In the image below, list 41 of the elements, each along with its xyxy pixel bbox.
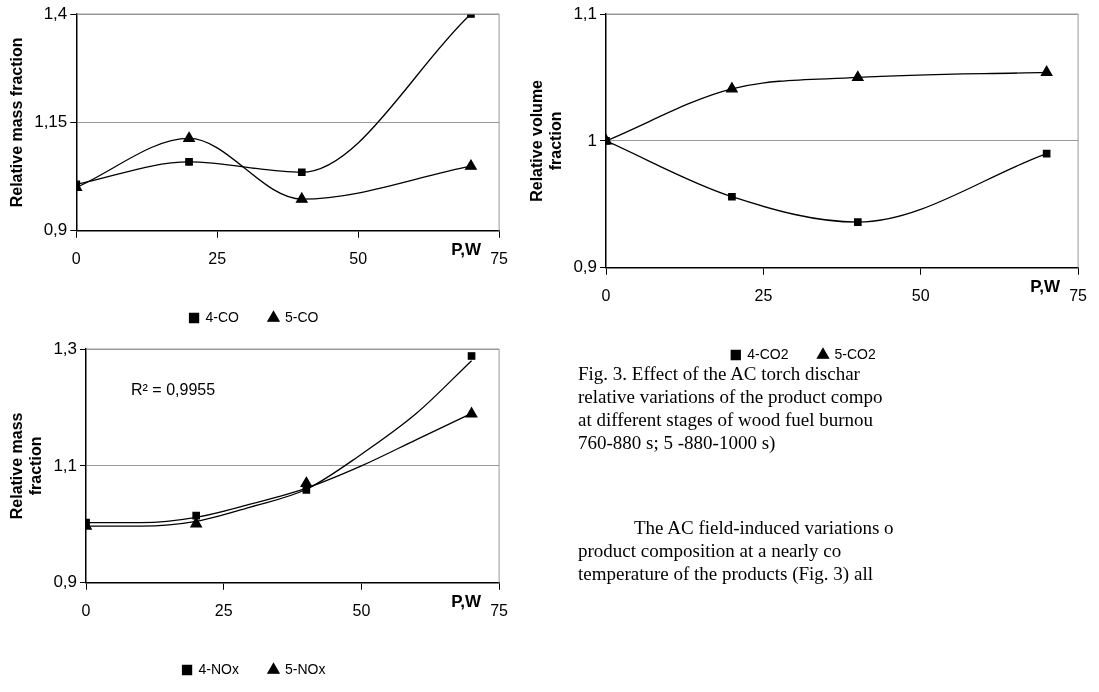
x-tick-label: 0 [601,286,611,304]
x-tick-label: 0 [71,249,81,267]
legend-label: 5-NOx [285,660,326,677]
x-tick-label: 75 [490,601,509,619]
y-tick-label: 1,4 [43,3,68,23]
y-tick-label: 1,3 [53,338,78,358]
legend-label: 5-CO2 [834,345,876,362]
y-tick-label: 1,15 [34,112,68,132]
annotation: R² = 0,9955 [131,381,216,399]
legend-label: 4-NOx [198,660,239,677]
x-tick-label: 75 [1069,286,1088,304]
y-axis-title: Relative volume fraction [528,79,565,202]
x-tick-label: 75 [490,249,509,267]
legend-label: 5-CO [285,308,319,325]
x-tick-label: 25 [208,249,227,267]
x-axis-title: P,W [451,240,483,260]
y-tick-label: 0,9 [43,220,68,240]
x-tick-label: 50 [349,249,368,267]
text: product composition at a nearly co [578,539,843,562]
x-tick-label: 25 [214,601,233,619]
text: at different stages of wood fuel burnou [578,408,875,431]
x-axis-title: P,W [1030,277,1062,297]
x-axis-title: P,W [451,592,483,612]
text: temperature of the products (Fig. 3) all [578,562,874,585]
x-tick-label: 50 [911,286,930,304]
legend-label: 4-CO2 [747,345,789,362]
y-tick-label: 0,9 [573,257,598,277]
legend-label: 4-CO [205,308,240,325]
y-tick-label: 1,1 [573,3,598,23]
y-tick-label: 1 [587,130,598,150]
text: The AC field-induced variations o [633,516,895,539]
x-tick-label: 50 [352,601,371,619]
y-axis-title: Relative mass fraction [8,412,45,520]
y-axis-title: Relative mass fraction [8,37,26,208]
x-tick-label: 25 [754,286,773,304]
x-tick-label: 0 [81,601,91,619]
text: 760-880 s; 5 -880-1000 s) [578,431,777,454]
text: relative variations of the product compo [578,385,884,408]
y-tick-label: 1,1 [53,455,78,475]
caption: Fig. 3. Effect of the AC torch dischar [578,362,861,385]
y-tick-label: 0,9 [53,572,78,592]
